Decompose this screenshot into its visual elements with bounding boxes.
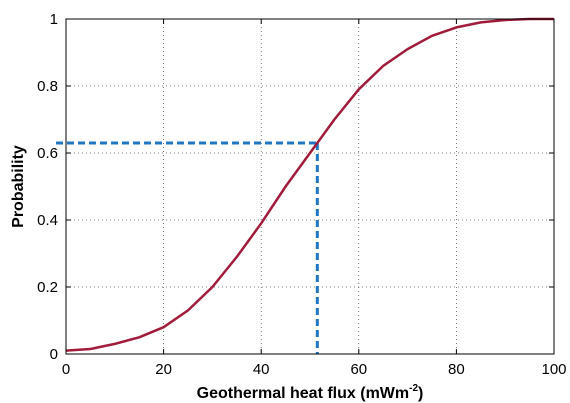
y-tick-label: 0.4 xyxy=(37,212,58,229)
x-axis-label-text: Geothermal heat flux (mWm xyxy=(197,385,409,402)
cdf-curve xyxy=(65,17,554,352)
reference-lines xyxy=(56,141,319,354)
x-axis-label: Geothermal heat flux (mWm-2) xyxy=(197,383,424,402)
x-tick-label: 0 xyxy=(62,361,70,378)
y-tick-label: 0.8 xyxy=(37,78,58,95)
x-axis-label-close: ) xyxy=(418,385,423,402)
x-tick-label: 20 xyxy=(155,361,172,378)
x-tick-label: 40 xyxy=(253,361,270,378)
series-layer xyxy=(65,17,554,352)
x-axis-label-superscript: -2 xyxy=(409,383,418,394)
x-tick-label: 80 xyxy=(448,361,465,378)
y-tick-label: 0 xyxy=(50,346,58,363)
plot-frame xyxy=(65,18,555,355)
ticks: 0 20 40 60 80 100 0 0.2 0.4 0.6 0.8 1 xyxy=(37,11,566,378)
y-tick-label: 0.2 xyxy=(37,279,58,296)
y-tick-label: 0.6 xyxy=(37,145,58,162)
x-tick-label: 60 xyxy=(350,361,367,378)
grid-lines xyxy=(66,19,554,354)
y-axis-label: Probability xyxy=(10,145,27,228)
y-tick-label: 1 xyxy=(50,11,58,28)
x-tick-label: 100 xyxy=(541,361,566,378)
